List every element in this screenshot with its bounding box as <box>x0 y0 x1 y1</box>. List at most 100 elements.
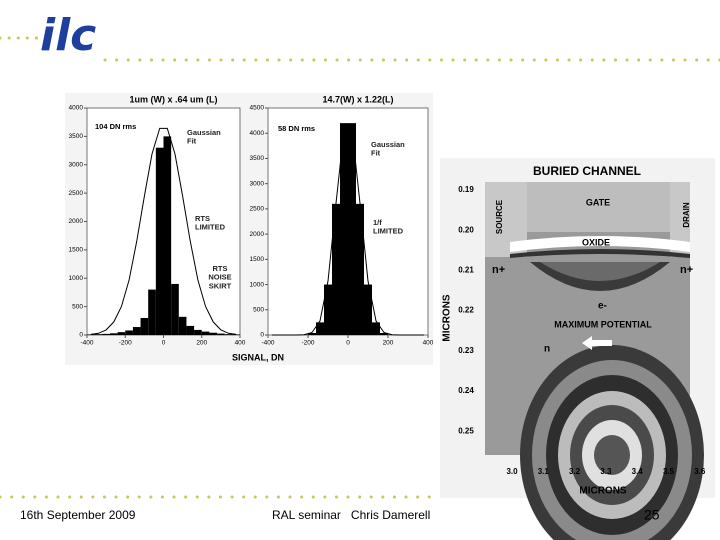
histogram-bar <box>132 327 141 335</box>
arrow <box>582 336 612 350</box>
y-tick-label: 500 <box>253 306 264 313</box>
source-label: SOURCE <box>495 199 504 234</box>
y-tick-label: 3000 <box>69 161 84 168</box>
device-figure: BURIED CHANNEL GATE OXIDE SOURCE DRAIN n… <box>440 158 715 540</box>
x-axis-label: SIGNAL, DN <box>232 352 284 362</box>
y-tick-label: 0 <box>79 332 83 339</box>
n-plus-label: n+ <box>680 264 693 276</box>
histogram-bar <box>308 332 316 335</box>
n-label: n <box>544 344 550 355</box>
x-tick-label: 3.3 <box>600 467 612 476</box>
histogram-bar <box>201 331 210 335</box>
y-tick-label: 2500 <box>250 206 265 213</box>
histogram-bar <box>232 334 240 335</box>
x-tick-label: 3.6 <box>694 467 706 476</box>
y-tick-label: 3500 <box>69 133 84 140</box>
x-tick-label: -400 <box>261 340 274 347</box>
histogram-bar <box>224 334 233 335</box>
x-tick-label: 400 <box>423 340 434 347</box>
y-tick-label: 2000 <box>250 231 265 238</box>
oxide-label: OXIDE <box>582 237 610 247</box>
potential-contour <box>540 262 660 281</box>
y-tick-label: 0.25 <box>458 426 474 435</box>
histogram-bar <box>364 284 372 335</box>
x-tick-label: 3.1 <box>538 467 550 476</box>
histogram-bar <box>340 123 348 335</box>
histogram-bar <box>217 333 225 335</box>
page-number: 25 <box>644 507 660 523</box>
x-axis-label: MICRONS <box>579 486 627 497</box>
annotation: 104 DN rms <box>95 122 136 131</box>
figure-title: BURIED CHANNEL <box>533 164 641 178</box>
histogram-bar <box>109 333 118 335</box>
y-tick-label: 3500 <box>250 155 265 162</box>
oxide-band <box>510 236 690 252</box>
x-tick-label: 3.2 <box>569 467 581 476</box>
y-tick-label: 0.19 <box>458 185 474 194</box>
x-tick-label: 0 <box>162 340 166 347</box>
contour <box>594 435 630 475</box>
histogram-bar <box>209 332 218 335</box>
histogram-bar <box>348 123 356 335</box>
y-tick-label: 4500 <box>250 105 265 112</box>
footer-date: 16th September 2009 <box>20 508 136 522</box>
histogram-bar <box>125 330 133 335</box>
gaussian-fit <box>90 127 237 335</box>
y-tick-label: 1000 <box>69 275 84 282</box>
histogram-bar <box>171 283 179 335</box>
n-plus-label: n+ <box>492 264 505 276</box>
histogram-bar <box>163 136 172 335</box>
y-tick-label: 3000 <box>250 180 265 187</box>
histogram-bar <box>324 284 332 335</box>
x-tick-label: 3.4 <box>632 467 644 476</box>
histogram-bar <box>186 325 195 335</box>
gaussian-fit <box>272 129 424 336</box>
chart-title: 14.7(W) x 1.22(L) <box>322 94 393 104</box>
annotation: Gaussian Fit <box>187 128 221 146</box>
y-tick-label: 500 <box>72 303 83 310</box>
y-tick-label: 0 <box>260 332 264 339</box>
x-tick-label: 400 <box>235 340 246 347</box>
x-tick-label: 200 <box>383 340 394 347</box>
y-tick-label: 2500 <box>69 190 84 197</box>
histogram-bar <box>194 329 202 335</box>
chart-title: 1um (W) x .64 um (L) <box>129 94 217 104</box>
x-tick-label: 0 <box>346 340 350 347</box>
annotation: RTS LIMITED <box>195 214 226 232</box>
drain-region <box>670 182 690 257</box>
annotation: Gaussian Fit <box>371 140 405 158</box>
gate <box>527 182 670 232</box>
y-tick-label: 1500 <box>69 247 84 254</box>
y-tick-label: 2000 <box>69 218 84 225</box>
annotation: 1/f LIMITED <box>373 218 404 236</box>
drain-label: DRAIN <box>682 202 691 228</box>
y-tick-label: 0.21 <box>458 266 474 275</box>
histogram-bar <box>155 147 164 335</box>
oxide-edge <box>510 249 690 258</box>
histogram-bar <box>316 322 324 335</box>
y-tick-label: 1000 <box>250 281 265 288</box>
y-tick-label: 4000 <box>250 130 265 137</box>
histogram-bar <box>117 332 126 335</box>
footer-event: RAL seminar Chris Damerell <box>272 508 430 522</box>
x-tick-label: -200 <box>301 340 314 347</box>
y-tick-label: 0.20 <box>458 225 474 234</box>
x-tick-label: 3.0 <box>506 467 518 476</box>
histogram-bar <box>332 203 340 335</box>
logo: ilc <box>40 10 96 61</box>
gate-label: GATE <box>586 197 610 207</box>
histogram-bar <box>380 332 388 335</box>
x-tick-label: 200 <box>196 340 207 347</box>
y-tick-label: 0.22 <box>458 306 474 315</box>
annotation: 58 DN rms <box>278 124 315 133</box>
max-potential-label: MAXIMUM POTENTIAL <box>554 319 652 329</box>
histogram-bar <box>94 334 103 335</box>
y-tick-label: 0.24 <box>458 386 474 395</box>
x-tick-label: -400 <box>80 340 93 347</box>
annotation: RTS NOISE SKIRT <box>208 264 231 290</box>
histogram-bar <box>178 316 187 335</box>
electron-label: e- <box>598 301 607 312</box>
histogram-bar <box>372 322 380 335</box>
histogram-bar <box>140 317 149 335</box>
